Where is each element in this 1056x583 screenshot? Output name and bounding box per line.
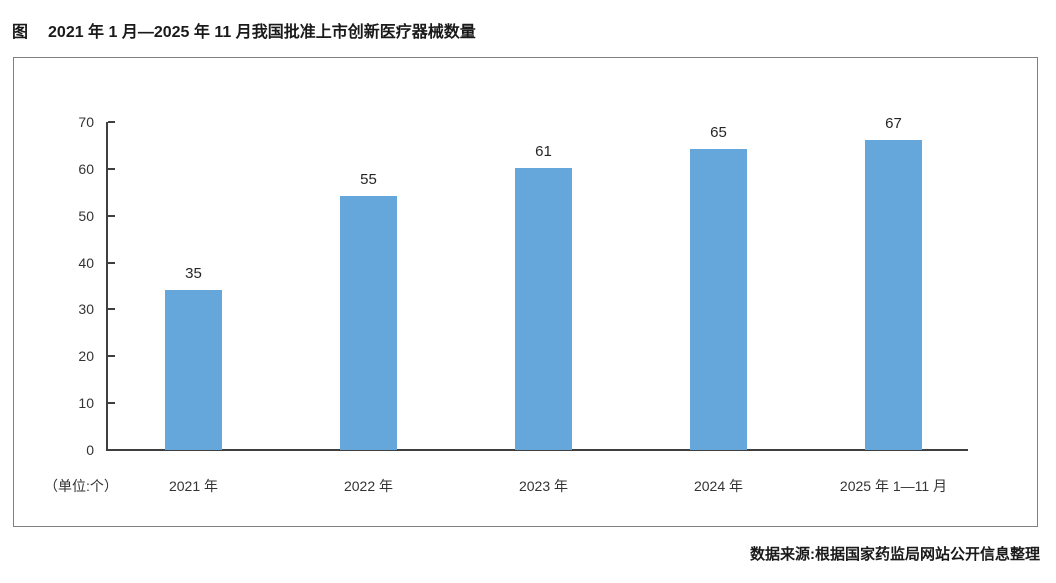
y-axis-tick-label: 10	[78, 395, 94, 412]
y-axis-tick-label: 60	[78, 160, 94, 177]
data-source-note: 数据来源:根据国家药监局网站公开信息整理	[750, 546, 1040, 563]
y-axis-tick	[108, 308, 115, 311]
y-axis-tick	[108, 355, 115, 358]
figure-label: 图	[12, 24, 29, 41]
figure-title-text: 2021 年 1 月—2025 年 11 月我国批准上市创新医疗器械数量	[48, 24, 476, 41]
bar-2024 年	[690, 149, 747, 450]
x-axis-line	[106, 449, 968, 451]
bar-value-label: 35	[185, 265, 202, 282]
x-axis-label: 2023 年	[518, 478, 569, 494]
bar-2022 年	[340, 196, 397, 450]
x-axis-label: 2024 年	[693, 478, 744, 494]
y-axis-tick	[108, 167, 115, 170]
bar-value-label: 55	[360, 171, 377, 188]
bar-value-label: 67	[885, 115, 902, 132]
y-axis-tick-label: 30	[78, 301, 94, 318]
y-axis-tick	[108, 121, 115, 123]
y-axis-tick-label: 0	[86, 442, 94, 458]
y-axis-tick	[108, 402, 115, 405]
x-axis-label: 2025 年 1—11 月	[839, 478, 948, 494]
chart-panel: 0 10 20 30 40 50 60 70 35 55 61 65 67 2021 年 2022 年 2…	[13, 57, 1038, 527]
bar-value-label: 65	[710, 124, 727, 141]
plot-area: 0 10 20 30 40 50 60 70 35 55 61 65 67 2021 年 2022 年 2…	[44, 114, 981, 494]
x-axis-label: 2021 年	[168, 478, 219, 494]
y-axis-tick-label: 70	[78, 114, 94, 130]
bar-value-label: 61	[535, 143, 552, 160]
unit-label: （单位:个）	[44, 478, 118, 494]
bar-2021 年	[165, 290, 222, 450]
y-axis-tick	[108, 449, 115, 451]
y-axis-tick-label: 40	[78, 254, 94, 271]
y-axis-tick	[108, 214, 115, 217]
y-axis-tick	[108, 261, 115, 264]
bar-2025 年 1—11 月	[865, 140, 922, 450]
bar-2023 年	[515, 168, 572, 450]
x-axis-label: 2022 年	[343, 478, 394, 494]
y-axis-line	[106, 122, 108, 451]
figure-title: 图 2021 年 1 月—2025 年 11 月我国批准上市创新医疗器械数量	[12, 18, 476, 42]
y-axis-tick-label: 20	[78, 348, 94, 365]
y-axis-tick-label: 50	[78, 207, 94, 224]
